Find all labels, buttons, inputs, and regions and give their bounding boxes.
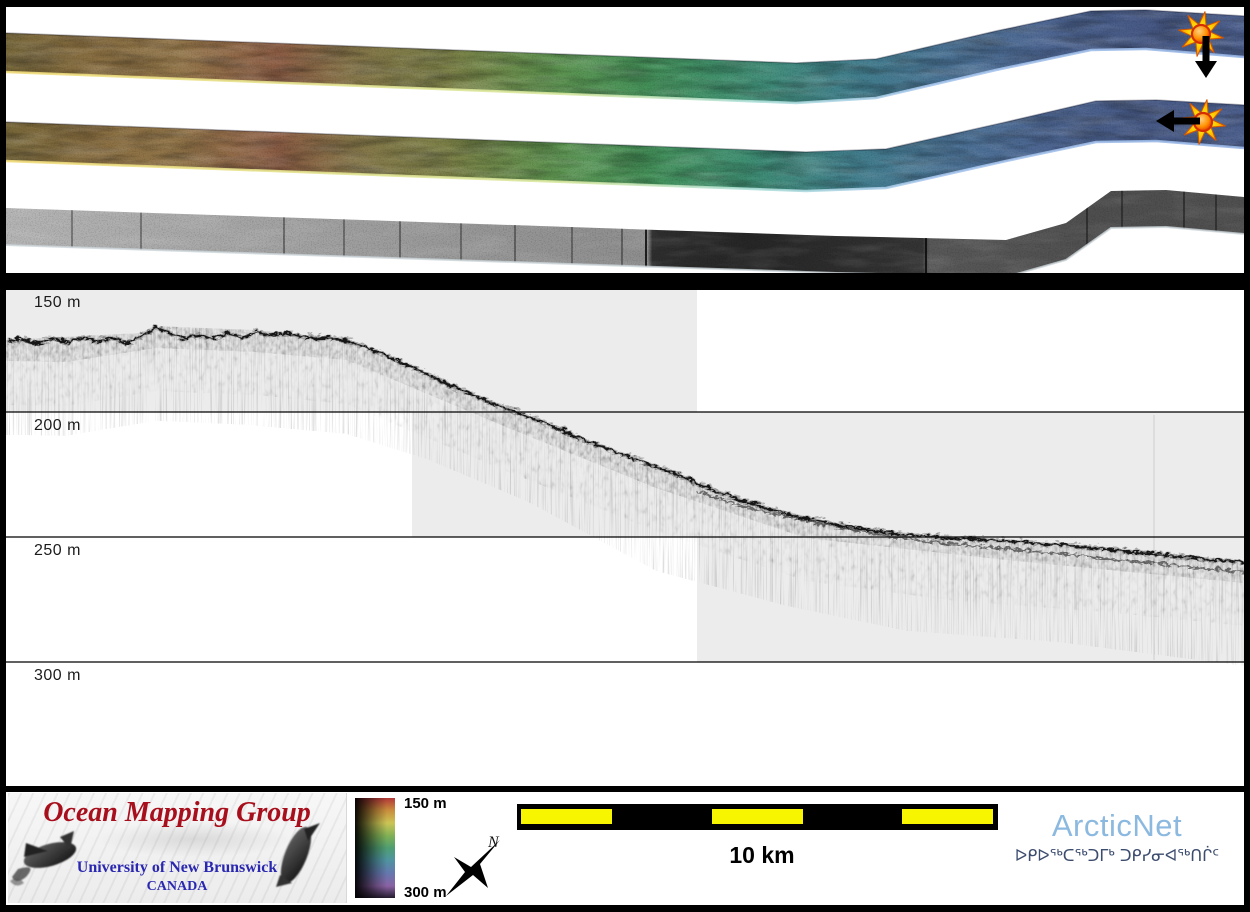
subbottom-profile-graphic: [6, 290, 1244, 666]
footer-legend-panel: Ocean Mapping Group University of New Br…: [6, 792, 1244, 905]
sub-reflector-trace: [695, 489, 1244, 572]
subbottom-profile-panel: 150 m 200 m 250 m 300 m: [6, 290, 1244, 786]
panel-divider-top: [0, 273, 1250, 290]
arcticnet-name: ArcticNet: [1051, 808, 1183, 843]
scale-bar-segment: [712, 809, 803, 824]
towfish-sketch-right: [276, 823, 320, 887]
swath-strips-graphic: [6, 9, 1244, 273]
bathymetry-swath-sun-west: [6, 99, 1244, 193]
seafloor-trace: [6, 323, 1244, 564]
ocean-mapping-group-logo: Ocean Mapping Group University of New Br…: [8, 793, 347, 903]
omg-university: University of New Brunswick: [76, 859, 278, 876]
sun-left-arrow-icon: [1156, 98, 1227, 146]
omg-country: CANADA: [146, 879, 208, 894]
sun-down-arrow-icon: [1177, 10, 1225, 78]
backscatter-swath: [6, 190, 1244, 273]
north-label: N: [488, 834, 499, 851]
arcticnet-logo: ArcticNet ᐅᑭᐅᖅᑕᖅᑐᒥᒃ ᑐᑭᓯᓂᐊᖅᑎᒌᑦ: [1000, 808, 1234, 865]
depth-label-300: 300 m: [34, 667, 81, 684]
depth-label-150: 150 m: [34, 294, 81, 311]
scale-bar-segment: [902, 809, 993, 824]
north-arrow-icon: [446, 840, 500, 896]
colorbar-bottom-label: 300 m: [404, 884, 447, 901]
scale-bar-segment: [521, 809, 612, 824]
colorbar-top-label: 150 m: [404, 795, 447, 812]
scale-bar: [517, 804, 998, 830]
panel-divider-bottom: [0, 786, 1250, 792]
depth-label-250: 250 m: [34, 542, 81, 559]
omg-logo-graphics: [10, 823, 320, 887]
subbottom-curtain-streaks: [6, 326, 1244, 666]
swath-map-panel: [6, 7, 1244, 273]
depth-colorbar: [355, 798, 395, 898]
scale-bar-label: 10 km: [729, 842, 795, 868]
bathymetry-swath-sun-south: [6, 9, 1244, 105]
omg-title: Ocean Mapping Group: [43, 797, 311, 828]
arcticnet-inuktitut-text: ᐅᑭᐅᖅᑕᖅᑐᒥᒃ ᑐᑭᓯᓂᐊᖅᑎᒌᑦ: [1014, 845, 1220, 865]
depth-label-200: 200 m: [34, 417, 81, 434]
towfish-sketch-left: [10, 831, 77, 886]
